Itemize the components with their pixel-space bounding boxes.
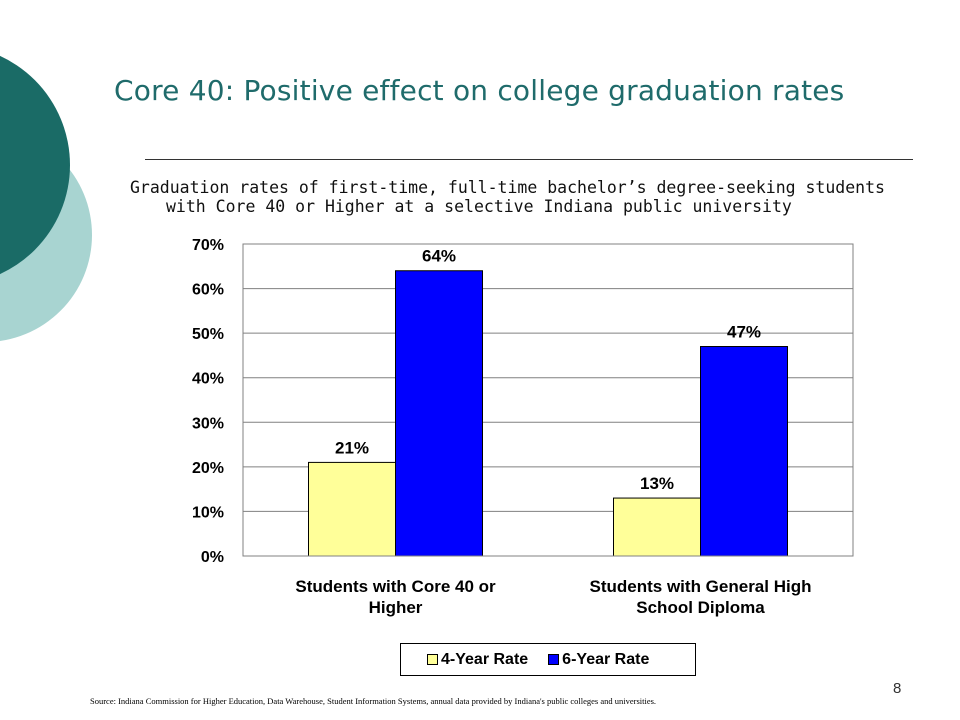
data-label: 21% (335, 438, 369, 457)
legend-swatch-4-year (427, 654, 438, 665)
slide-number: 8 (893, 680, 902, 697)
plot-area-frame (242, 243, 854, 557)
data-label: 13% (640, 474, 674, 493)
bar-6-year (700, 346, 788, 557)
category-labels: Students with Core 40 or Higher Students w… (295, 577, 811, 617)
chart-legend: 4-Year Rate 6-Year Rate (400, 643, 696, 676)
slide-title: Core 40: Positive effect on college grad… (114, 74, 845, 107)
y-tick-label: 50% (192, 326, 224, 343)
decorative-circles (0, 55, 92, 341)
legend-swatch-6-year (548, 654, 560, 665)
data-label: 47% (727, 323, 761, 342)
data-label: 64% (422, 247, 456, 266)
bar-4-year (613, 497, 701, 557)
dark-teal-circle (0, 55, 70, 275)
y-tick-label: 30% (192, 415, 224, 432)
data-labels: 21% 64% 13% 47% (335, 247, 761, 493)
legend-item-6-year: 6-Year Rate (548, 651, 649, 669)
bar-4-year (308, 461, 396, 557)
legend-label-4-year: 4-Year Rate (441, 650, 529, 668)
subtitle-line-1: Graduation rates of first-time, full-tim… (130, 178, 885, 197)
title-divider (145, 159, 913, 160)
y-tick-label: 60% (192, 282, 224, 299)
y-tick-label: 20% (192, 460, 224, 477)
y-tick-label: 10% (192, 504, 224, 521)
category-label: Students with Core 40 or Higher (295, 577, 496, 617)
bar-6-year (395, 270, 483, 557)
bars (308, 270, 788, 557)
chart-subtitle: Graduation rates of first-time, full-tim… (130, 178, 910, 216)
y-tick-label: 0% (201, 549, 224, 566)
legend-label-6-year: 6-Year Rate (562, 650, 650, 668)
y-axis-ticks: 0% 10% 20% 30% 40% 50% 60% 70% (192, 237, 224, 566)
source-note: Source: Indiana Commission for Higher Ed… (90, 696, 657, 706)
y-tick-label: 40% (192, 371, 224, 388)
y-tick-label: 70% (192, 237, 224, 254)
category-label: Students with General High School Diploma (590, 577, 812, 617)
legend-item-4-year: 4-Year Rate (427, 651, 528, 669)
subtitle-line-2: with Core 40 or Higher at a selective In… (166, 197, 792, 216)
